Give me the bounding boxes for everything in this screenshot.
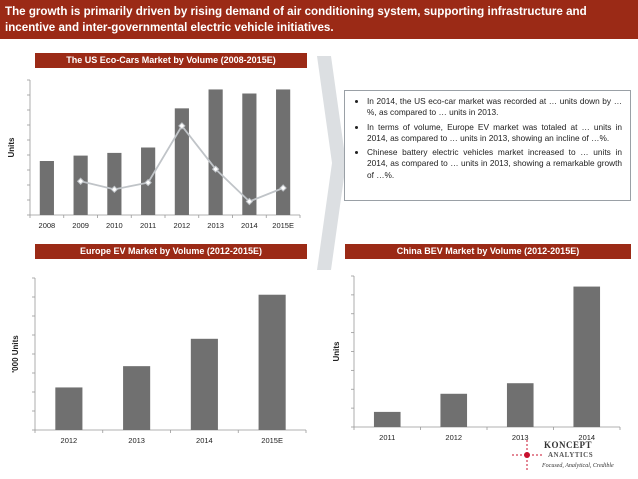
us-chart-title: The US Eco-Cars Market by Volume (2008-2…	[35, 53, 307, 68]
bar-2012	[55, 387, 83, 430]
chevron-arrow-icon	[317, 56, 346, 270]
x-tick-label: 2014	[196, 436, 213, 445]
y-axis-label: Units	[7, 137, 16, 158]
bar-2015E	[276, 89, 291, 215]
logo-name-line2: ANALYTICS	[548, 451, 594, 459]
growth-marker	[144, 178, 152, 187]
bar-2012	[440, 393, 468, 427]
crosshair-logo-icon	[512, 440, 542, 470]
insight-us: In 2014, the US eco-car market was recor…	[367, 96, 622, 119]
bar-2013	[506, 383, 534, 427]
x-tick-label: 2014	[241, 221, 258, 230]
x-tick-label: 2012	[445, 433, 462, 442]
bar-2008	[39, 161, 54, 215]
us-eco-cars-chart: Units 2008 2009 2010 2011 2012 2013 2014 2015E	[7, 79, 301, 230]
x-tick-label: 2015E	[261, 436, 283, 445]
x-tick-label: 2011	[140, 221, 156, 230]
growth-marker	[211, 165, 220, 173]
bar-2009	[73, 155, 88, 215]
insight-europe: In terms of volume, Europe EV market was…	[367, 122, 622, 145]
bar-2014	[573, 286, 601, 427]
bar-2014	[242, 93, 257, 215]
x-tick-label: 2012	[174, 221, 191, 230]
bar-2013	[123, 366, 151, 430]
bar-2013	[208, 89, 223, 215]
europe-ev-chart: '000 Units 2012 2013 2014 2015E	[11, 277, 307, 445]
logo-tagline: Focused, Analytical, Credible	[542, 463, 614, 469]
x-tick-label: 2014	[578, 433, 595, 442]
bar-2012	[174, 108, 189, 215]
x-tick-label: 2013	[128, 436, 145, 445]
x-tick-label: 2013	[207, 221, 224, 230]
growth-marker	[245, 197, 254, 206]
growth-marker	[279, 184, 287, 192]
growth-marker	[110, 185, 119, 194]
x-tick-label: 2008	[39, 221, 56, 230]
header-banner: The growth is primarily driven by rising…	[0, 0, 638, 39]
x-tick-label: 2011	[379, 433, 395, 442]
bar-2011	[373, 411, 401, 427]
bar-2015E	[258, 294, 286, 430]
growth-marker	[76, 177, 85, 185]
x-tick-label: 2012	[61, 436, 78, 445]
x-tick-label: 2013	[512, 433, 529, 442]
growth-marker	[178, 122, 186, 130]
company-logo: KONCEPT ANALYTICS Focused, Analytical, C…	[512, 438, 632, 476]
china-bev-chart: Units 2011 2012 2013 2014	[332, 275, 621, 442]
x-tick-label: 2009	[72, 221, 89, 230]
page-title: The growth is primarily driven by rising…	[5, 5, 587, 34]
bar-2010	[107, 152, 122, 215]
key-insights-box: In 2014, the US eco-car market was recor…	[344, 90, 631, 201]
bar-2014	[190, 338, 218, 430]
logo-name-line1: KONCEPT	[544, 440, 593, 450]
x-tick-label: 2010	[106, 221, 123, 230]
china-chart-title: China BEV Market by Volume (2012-2015E)	[345, 244, 631, 259]
x-tick-label: 2015E	[272, 221, 294, 230]
y-axis-label: '000 Units	[11, 335, 20, 373]
y-axis-label: Units	[332, 341, 341, 362]
europe-chart-title: Europe EV Market by Volume (2012-2015E)	[35, 244, 307, 259]
insight-china: Chinese battery electric vehicles market…	[367, 147, 622, 181]
